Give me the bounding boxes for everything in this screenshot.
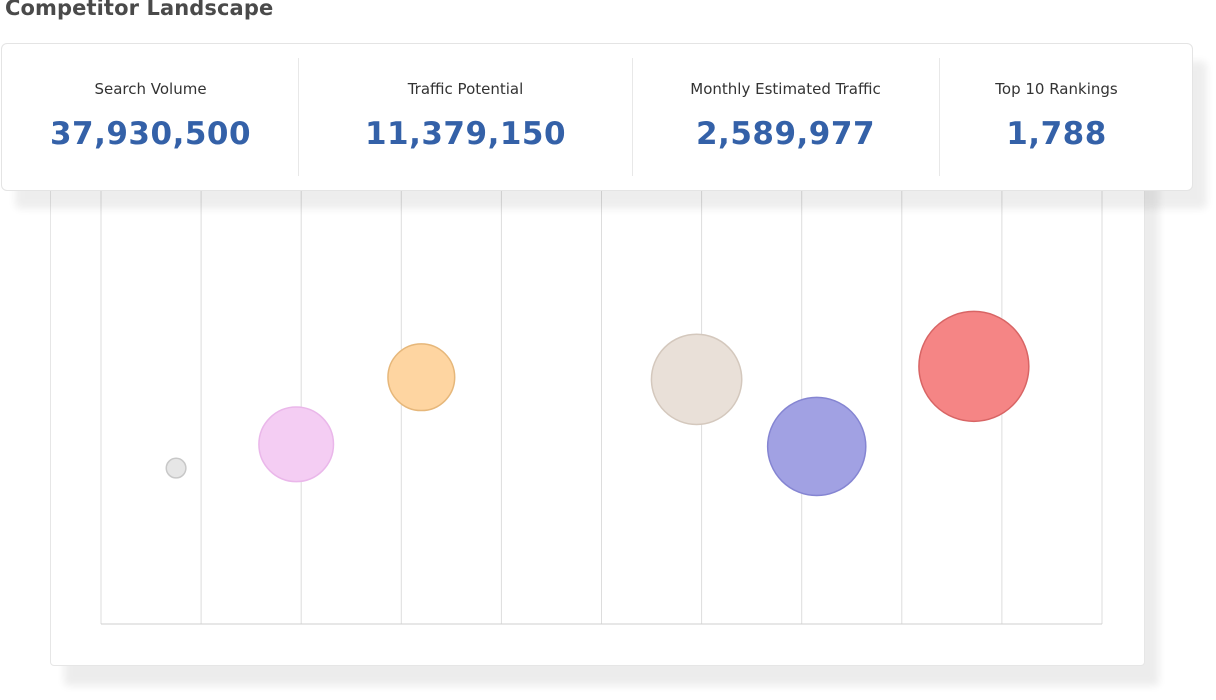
bubble-chart [100,191,1103,625]
kpi-value: 2,589,977 [695,116,876,152]
page-title: Competitor Landscape [5,0,274,20]
bubble-point[interactable] [766,396,867,497]
kpi-value: 37,930,500 [49,116,252,152]
chart-card [50,150,1145,666]
bubble-point[interactable] [387,343,456,412]
kpi-search-volume: Search Volume 37,930,500 [2,44,299,192]
kpi-traffic-potential: Traffic Potential 11,379,150 [299,44,632,192]
kpi-label: Monthly Estimated Traffic [690,80,881,98]
kpi-label: Top 10 Rankings [995,80,1118,98]
kpi-monthly-estimated-traffic: Monthly Estimated Traffic 2,589,977 [632,44,939,192]
bubble-point[interactable] [650,333,743,426]
kpi-divider [939,58,940,176]
kpi-label: Search Volume [94,80,207,98]
bubble-point[interactable] [165,457,187,479]
bubble-point[interactable] [258,406,335,483]
kpi-divider [632,58,633,176]
kpi-label: Traffic Potential [407,80,524,98]
bubble-point[interactable] [918,310,1030,423]
kpi-divider [298,58,299,176]
kpi-summary-card: Search Volume 37,930,500 Traffic Potenti… [1,43,1193,191]
kpi-value: 1,788 [1006,116,1107,152]
kpi-value: 11,379,150 [364,116,567,152]
kpi-top-10-rankings: Top 10 Rankings 1,788 [939,44,1174,192]
